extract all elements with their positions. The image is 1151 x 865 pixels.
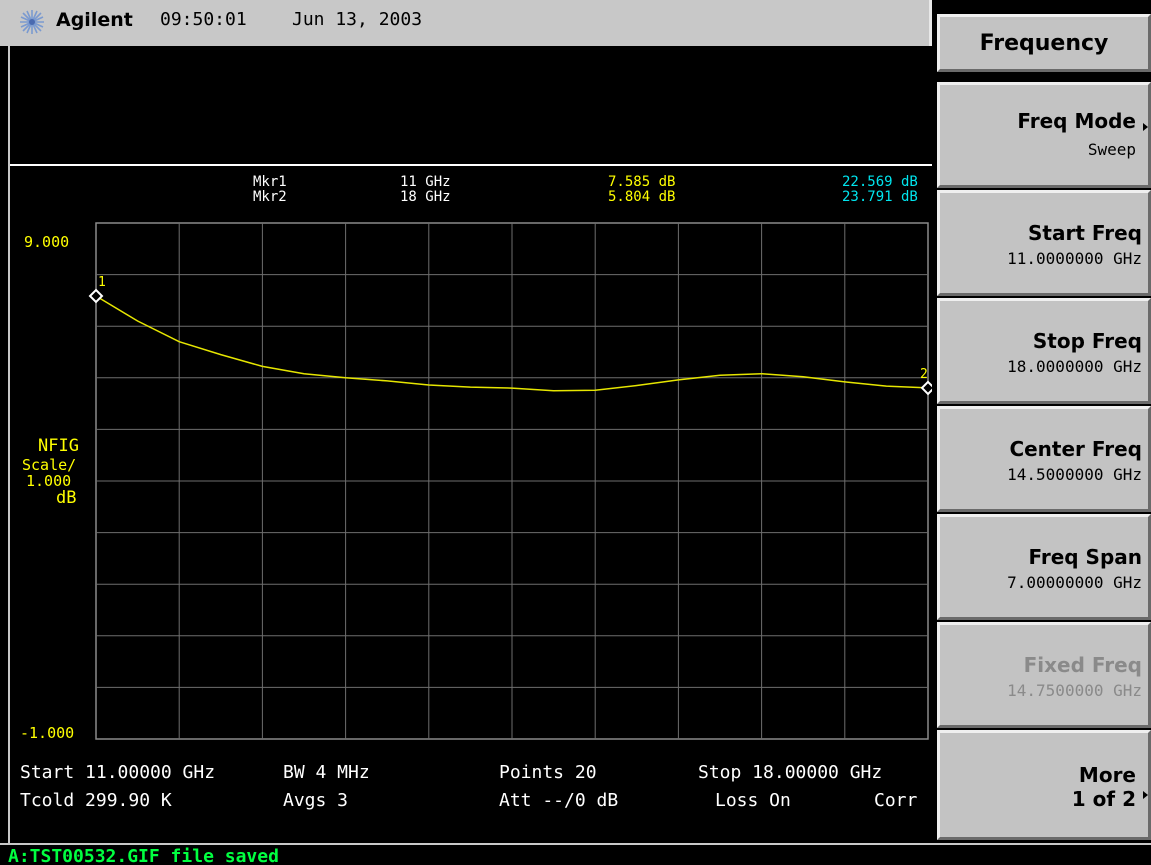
status-line: A:TST00532.GIF file saved	[0, 843, 1151, 865]
scale-unit: dB	[56, 488, 76, 508]
trace-plot: 12	[10, 46, 934, 843]
loss-readout: Loss On	[715, 790, 791, 811]
status-message: A:TST00532.GIF file saved	[8, 846, 279, 865]
marker-1-diamond[interactable]	[90, 290, 102, 302]
brand-name: Agilent	[56, 9, 133, 31]
submenu-arrow-icon	[1143, 123, 1148, 131]
clock-time: 09:50:01	[160, 9, 247, 30]
softkey-value: 18.0000000 GHz	[1007, 357, 1142, 376]
softkey-label: Fixed Freq	[1024, 653, 1142, 677]
softkey-value: 7.00000000 GHz	[1007, 573, 1142, 592]
softkey-value: 11.0000000 GHz	[1007, 249, 1142, 268]
softkey-label: Freq Span	[1028, 545, 1142, 569]
correction-readout: Corr	[874, 790, 917, 811]
parameter-label: NFIG	[38, 436, 79, 456]
softkey-more[interactable]: More 1 of 2	[937, 730, 1151, 840]
submenu-arrow-icon	[1143, 791, 1148, 799]
softkey-center-freq[interactable]: Center Freq 14.5000000 GHz	[937, 406, 1151, 512]
bottom-reference-label: -1.000	[20, 724, 74, 742]
points-readout: Points 20	[499, 762, 597, 783]
menu-title-text: Frequency	[940, 31, 1148, 56]
attenuation-readout: Att --/0 dB	[499, 790, 618, 811]
title-bar: Agilent 09:50:01 Jun 13, 2003	[0, 0, 932, 46]
softkey-panel: Frequency Freq Mode Sweep Start Freq 11.…	[932, 0, 1151, 843]
softkey-page: 1 of 2	[1072, 787, 1136, 811]
trace-display: Mkr1 Mkr2 11 GHz 18 GHz 7.585 dB 5.804 d…	[8, 46, 932, 843]
menu-title: Frequency	[937, 14, 1151, 72]
marker-1-number: 1	[98, 275, 106, 290]
clock-date: Jun 13, 2003	[292, 9, 422, 30]
start-frequency-readout: Start 11.00000 GHz	[20, 762, 215, 783]
softkey-value: 14.5000000 GHz	[1007, 465, 1142, 484]
agilent-logo-icon	[18, 8, 46, 36]
softkey-label: Freq Mode	[1017, 109, 1136, 133]
softkey-stop-freq[interactable]: Stop Freq 18.0000000 GHz	[937, 298, 1151, 404]
softkey-freq-mode[interactable]: Freq Mode Sweep	[937, 82, 1151, 188]
softkey-label: Center Freq	[1009, 437, 1142, 461]
bandwidth-readout: BW 4 MHz	[283, 762, 370, 783]
softkey-start-freq[interactable]: Start Freq 11.0000000 GHz	[937, 190, 1151, 296]
softkey-value: 14.7500000 GHz	[1007, 681, 1142, 700]
softkey-label: More	[1079, 763, 1136, 787]
averages-readout: Avgs 3	[283, 790, 348, 811]
softkey-label: Start Freq	[1028, 221, 1142, 245]
top-reference-label: 9.000	[24, 233, 69, 251]
softkey-fixed-freq[interactable]: Fixed Freq 14.7500000 GHz	[937, 622, 1151, 728]
softkey-label: Stop Freq	[1033, 329, 1142, 353]
tcold-readout: Tcold 299.90 K	[20, 790, 172, 811]
stop-frequency-readout: Stop 18.00000 GHz	[698, 762, 882, 783]
softkey-value: Sweep	[1088, 140, 1136, 159]
softkey-freq-span[interactable]: Freq Span 7.00000000 GHz	[937, 514, 1151, 620]
marker-2-number: 2	[920, 367, 928, 382]
